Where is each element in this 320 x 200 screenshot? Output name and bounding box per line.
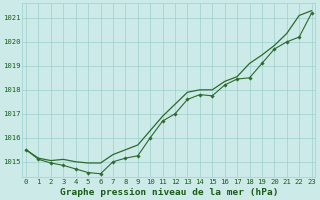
X-axis label: Graphe pression niveau de la mer (hPa): Graphe pression niveau de la mer (hPa): [60, 188, 278, 197]
